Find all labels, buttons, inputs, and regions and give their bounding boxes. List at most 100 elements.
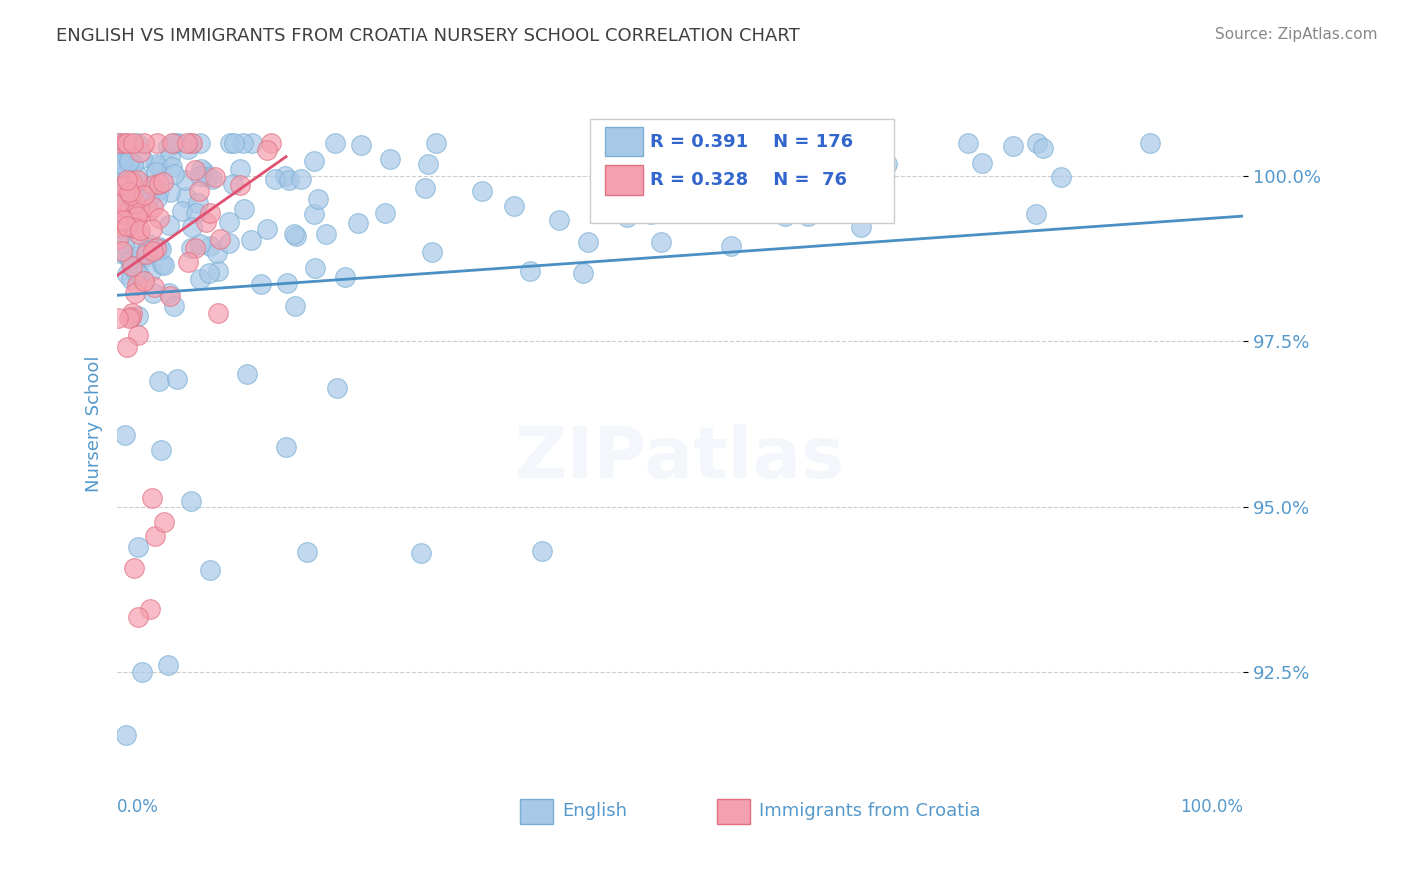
Point [531,544,554,558]
Point [122,157,145,171]
Point [876,156,898,170]
Point [152,258,174,272]
Point [135,246,157,260]
Point [159,289,181,303]
Point [111,213,134,227]
Point [107,219,129,233]
Point [117,180,139,194]
Point [107,232,129,246]
Point [107,200,129,214]
Point [177,255,200,269]
Point [233,202,256,216]
FancyBboxPatch shape [520,799,553,824]
Point [194,215,217,229]
Point [134,192,156,206]
Point [110,215,132,229]
Text: English: English [562,802,627,820]
Point [273,169,295,183]
Point [157,285,180,300]
Point [115,219,138,233]
Point [129,145,152,159]
Point [145,157,167,171]
Point [471,184,494,198]
Point [662,168,685,182]
Point [125,172,148,186]
Point [374,206,396,220]
Point [156,139,179,153]
Point [576,235,599,249]
Point [548,213,571,227]
Point [121,259,143,273]
Point [283,227,305,242]
Text: R = 0.328    N =  76: R = 0.328 N = 76 [650,171,846,189]
Point [139,601,162,615]
Point [121,175,143,189]
Point [122,561,145,575]
Point [146,160,169,174]
Point [127,610,149,624]
Point [957,136,980,151]
Point [720,239,742,253]
Point [571,266,593,280]
Point [163,299,186,313]
Point [111,178,134,193]
Point [141,491,163,505]
Point [115,340,138,354]
Point [204,169,226,184]
Point [114,136,136,151]
Point [623,136,645,151]
Point [111,156,134,170]
Point [1139,136,1161,151]
Point [124,285,146,300]
Point [201,172,224,186]
Point [110,190,132,204]
Point [180,241,202,255]
Text: R = 0.391    N = 176: R = 0.391 N = 176 [650,133,853,151]
Point [108,202,131,216]
Point [198,563,221,577]
Point [411,546,433,560]
Point [146,136,169,151]
Point [198,206,221,220]
FancyBboxPatch shape [605,128,643,156]
Point [249,277,271,292]
Point [108,191,131,205]
Text: ENGLISH VS IMMIGRANTS FROM CROATIA NURSERY SCHOOL CORRELATION CHART: ENGLISH VS IMMIGRANTS FROM CROATIA NURSE… [56,27,800,45]
Point [112,236,135,251]
Y-axis label: Nursery School: Nursery School [86,356,103,492]
Point [302,207,325,221]
Point [143,279,166,293]
Point [176,136,198,151]
Point [307,192,329,206]
Point [1032,141,1054,155]
Point [111,245,134,260]
Point [112,178,135,192]
Point [350,138,373,153]
Point [378,152,401,166]
Point [678,176,700,190]
Point [114,206,136,220]
Point [160,136,183,151]
Point [970,156,993,170]
Point [236,367,259,381]
Point [284,299,307,313]
Point [125,199,148,213]
Point [127,188,149,202]
Point [159,150,181,164]
Point [128,268,150,282]
Point [111,244,134,258]
Point [132,177,155,191]
Point [117,186,139,201]
Point [264,172,287,186]
Point [141,178,163,192]
Text: 0.0%: 0.0% [117,798,159,816]
Point [232,136,254,151]
Point [117,174,139,188]
Point [128,205,150,219]
Point [148,239,170,253]
Point [274,440,297,454]
Point [148,177,170,191]
Point [131,665,153,680]
Point [163,136,186,151]
Point [304,154,326,169]
